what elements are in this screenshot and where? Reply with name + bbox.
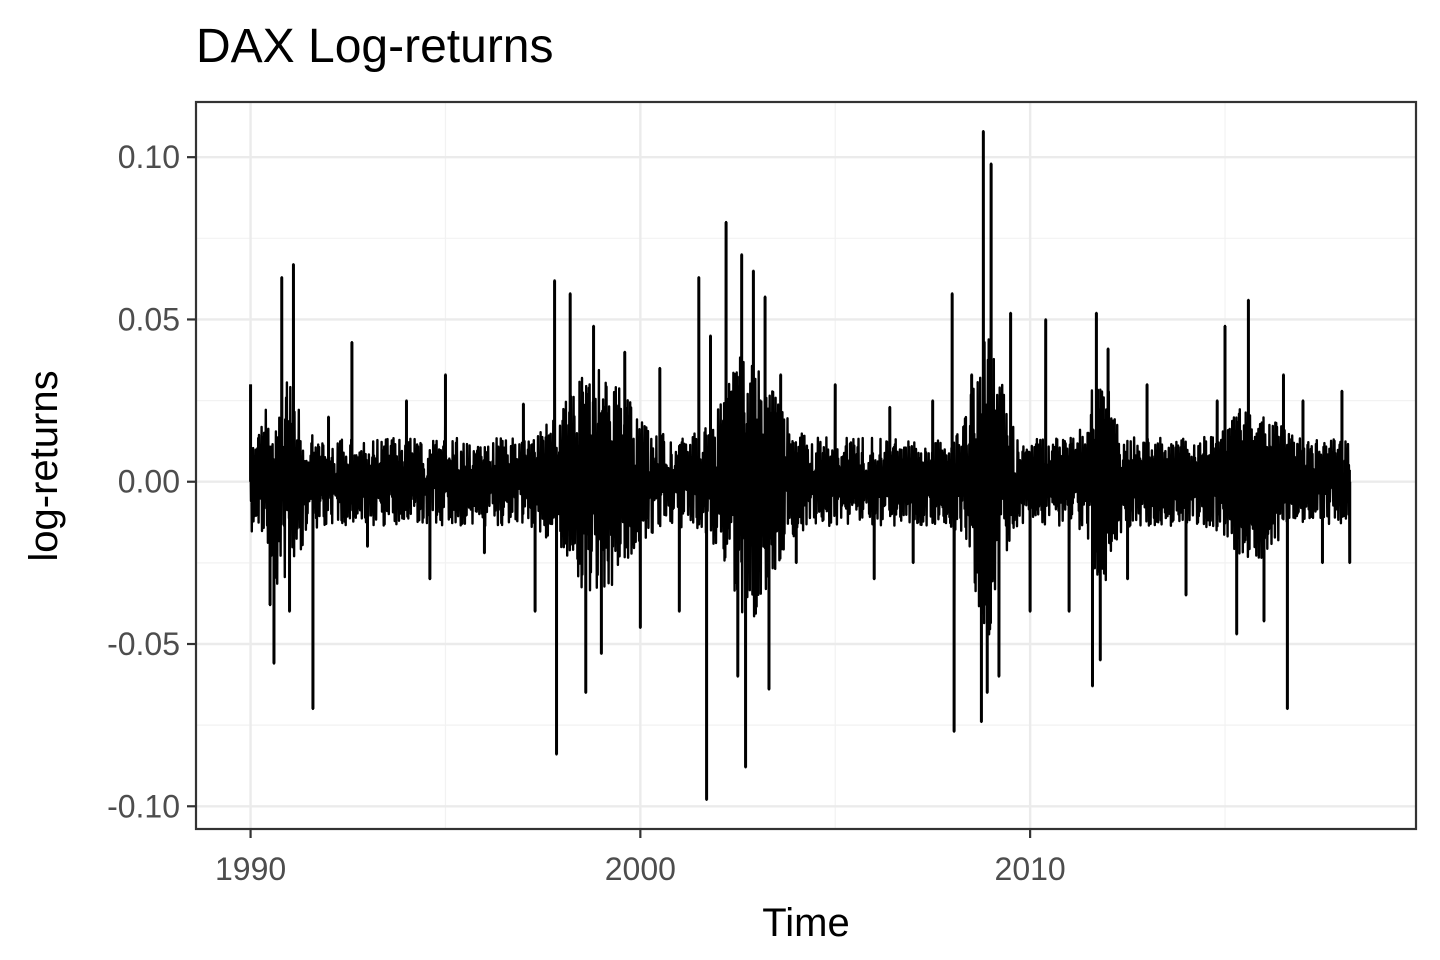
y-tick-label: -0.05 [107, 626, 180, 662]
plot-panel-border [194, 100, 1418, 831]
x-tick-label: 1990 [215, 851, 286, 887]
x-tick-label: 2000 [605, 851, 676, 887]
series-layer [249, 130, 1352, 801]
chart-title: DAX Log-returns [196, 20, 554, 73]
y-axis-title: log-returns [22, 370, 66, 561]
axis-ticks: 1990 2000 2010 0.10 0.05 0.00 -0.05 -0.10 [107, 139, 1066, 887]
y-tick-label: -0.10 [107, 788, 180, 824]
y-tick-label: 0.10 [118, 139, 180, 175]
x-tick-label: 2010 [995, 851, 1066, 887]
y-tick-label: 0.05 [118, 301, 180, 337]
series-line [249, 130, 1351, 801]
y-tick-label: 0.00 [118, 464, 180, 500]
x-axis-title: Time [762, 901, 849, 945]
